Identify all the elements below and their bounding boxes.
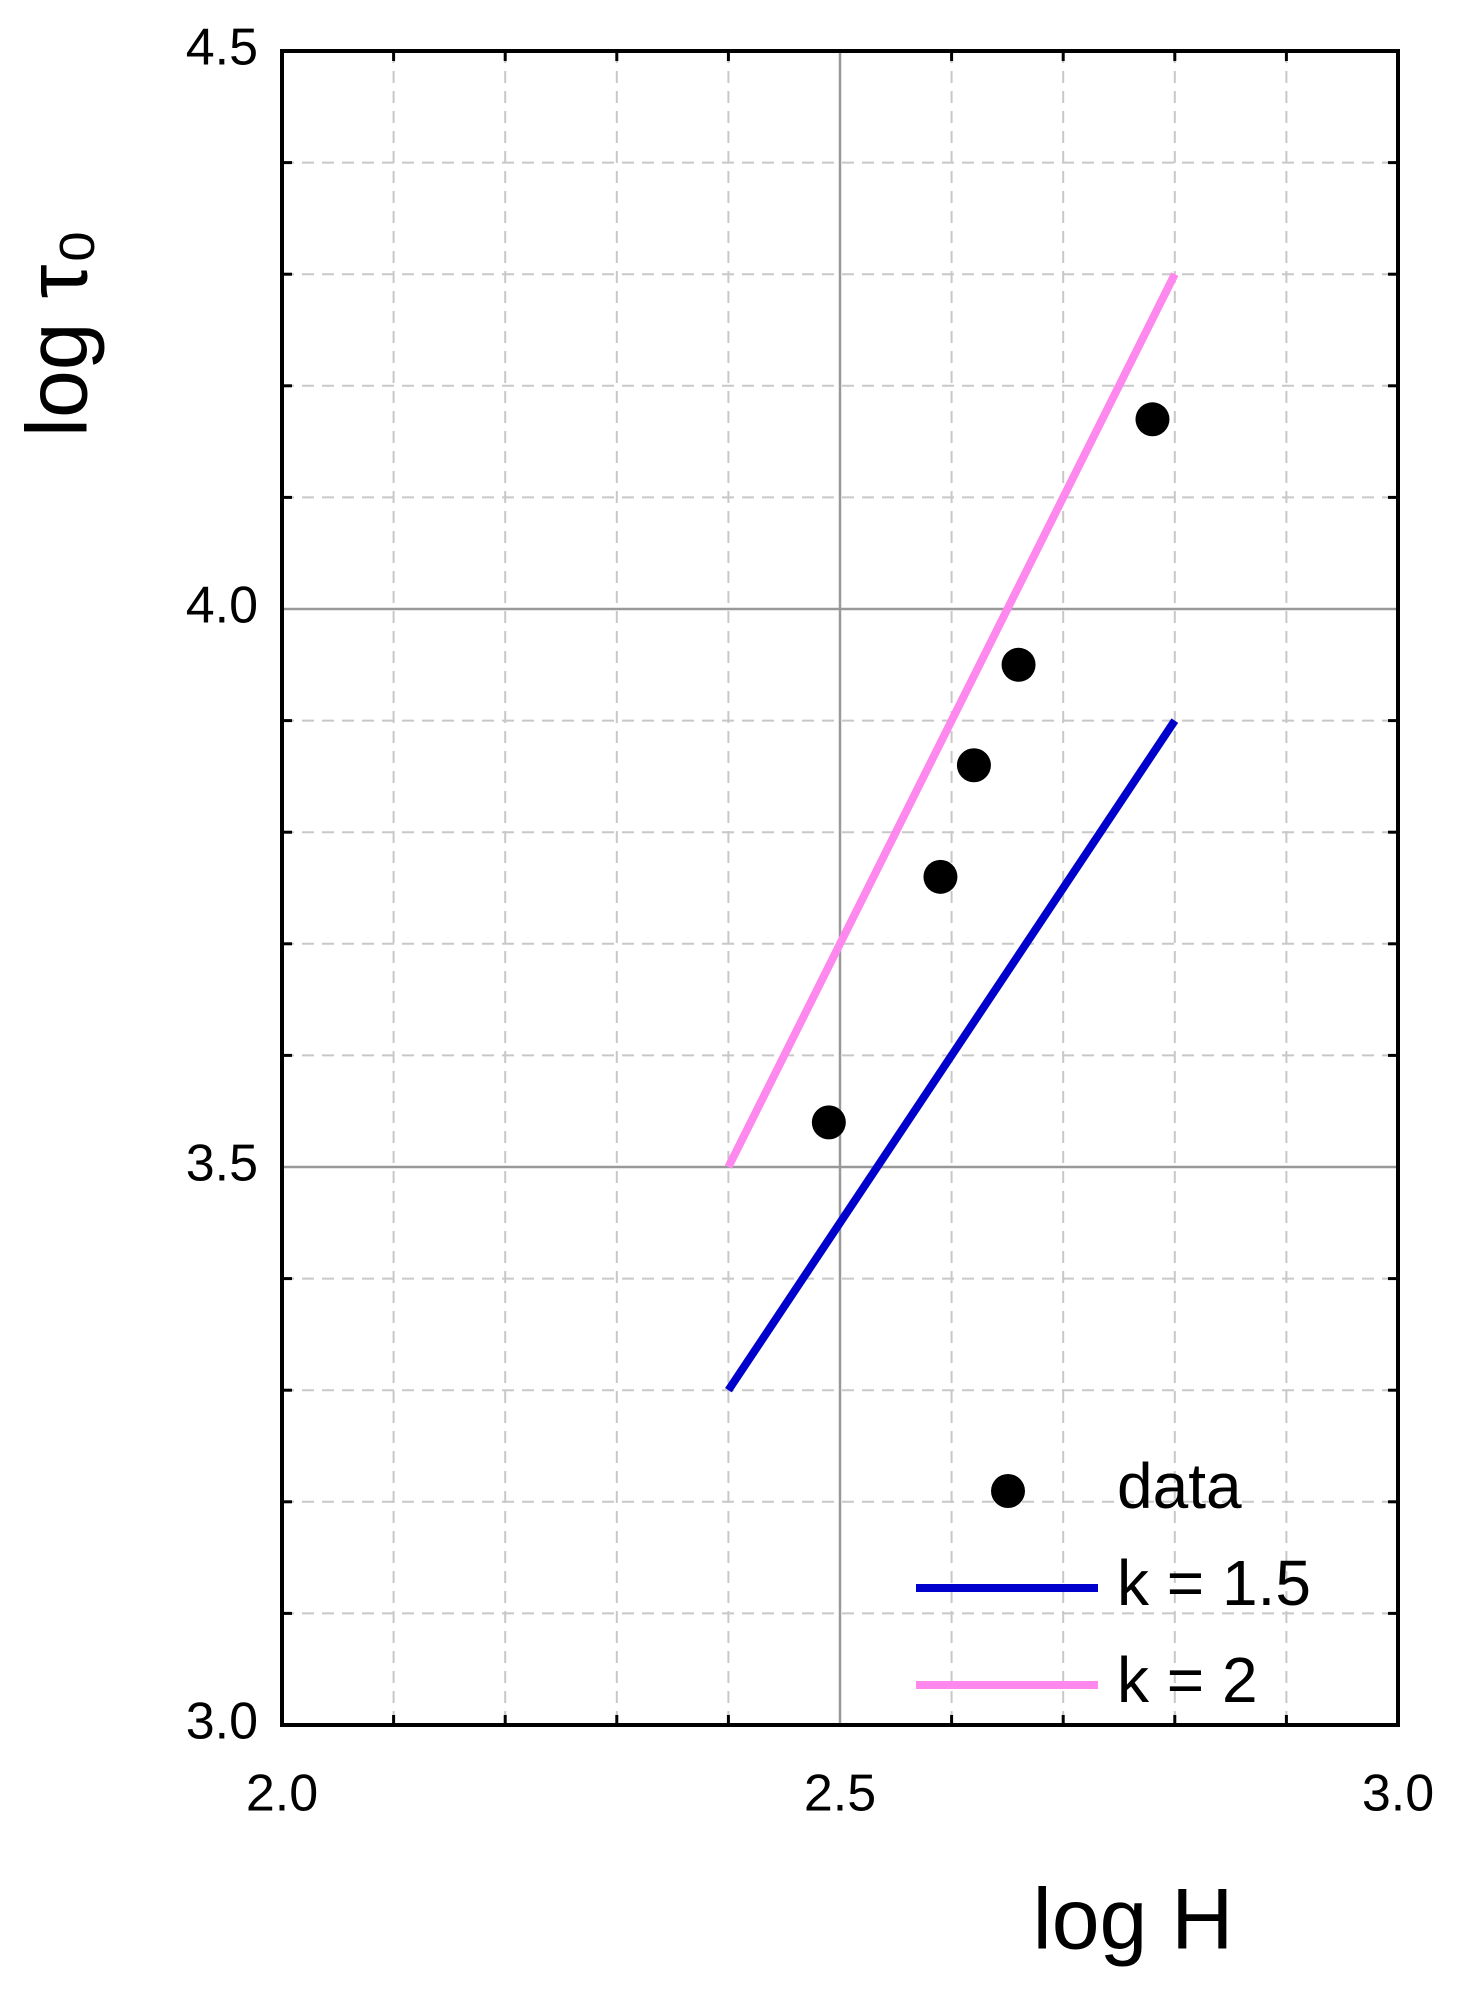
y-tick-label: 4.0 xyxy=(186,577,258,635)
line xyxy=(725,718,1179,1393)
x-tick-label: 3.0 xyxy=(1362,1765,1434,1823)
y-tick-label: 3.5 xyxy=(186,1135,258,1193)
plot-frame xyxy=(280,49,1400,1727)
x-tick-label: 2.0 xyxy=(246,1765,318,1823)
legend-label: k = 1.5 xyxy=(1117,1547,1311,1619)
data-point xyxy=(811,1105,846,1140)
y-tick-label: 4.5 xyxy=(186,19,258,77)
y-tick-label: 3.0 xyxy=(186,1693,258,1751)
data-point xyxy=(956,748,991,783)
legend-label: data xyxy=(1117,1450,1242,1522)
data-point xyxy=(1001,647,1036,682)
data-point xyxy=(923,859,958,894)
legend-label: k = 2 xyxy=(1117,1644,1258,1716)
data-point xyxy=(1135,402,1170,437)
x-tick-label: 2.5 xyxy=(804,1765,876,1823)
y-axis-label: log τ₀ xyxy=(10,229,106,437)
legend-marker xyxy=(991,1474,1025,1508)
x-axis-label: log H xyxy=(1033,1872,1234,1968)
line xyxy=(724,272,1179,1169)
